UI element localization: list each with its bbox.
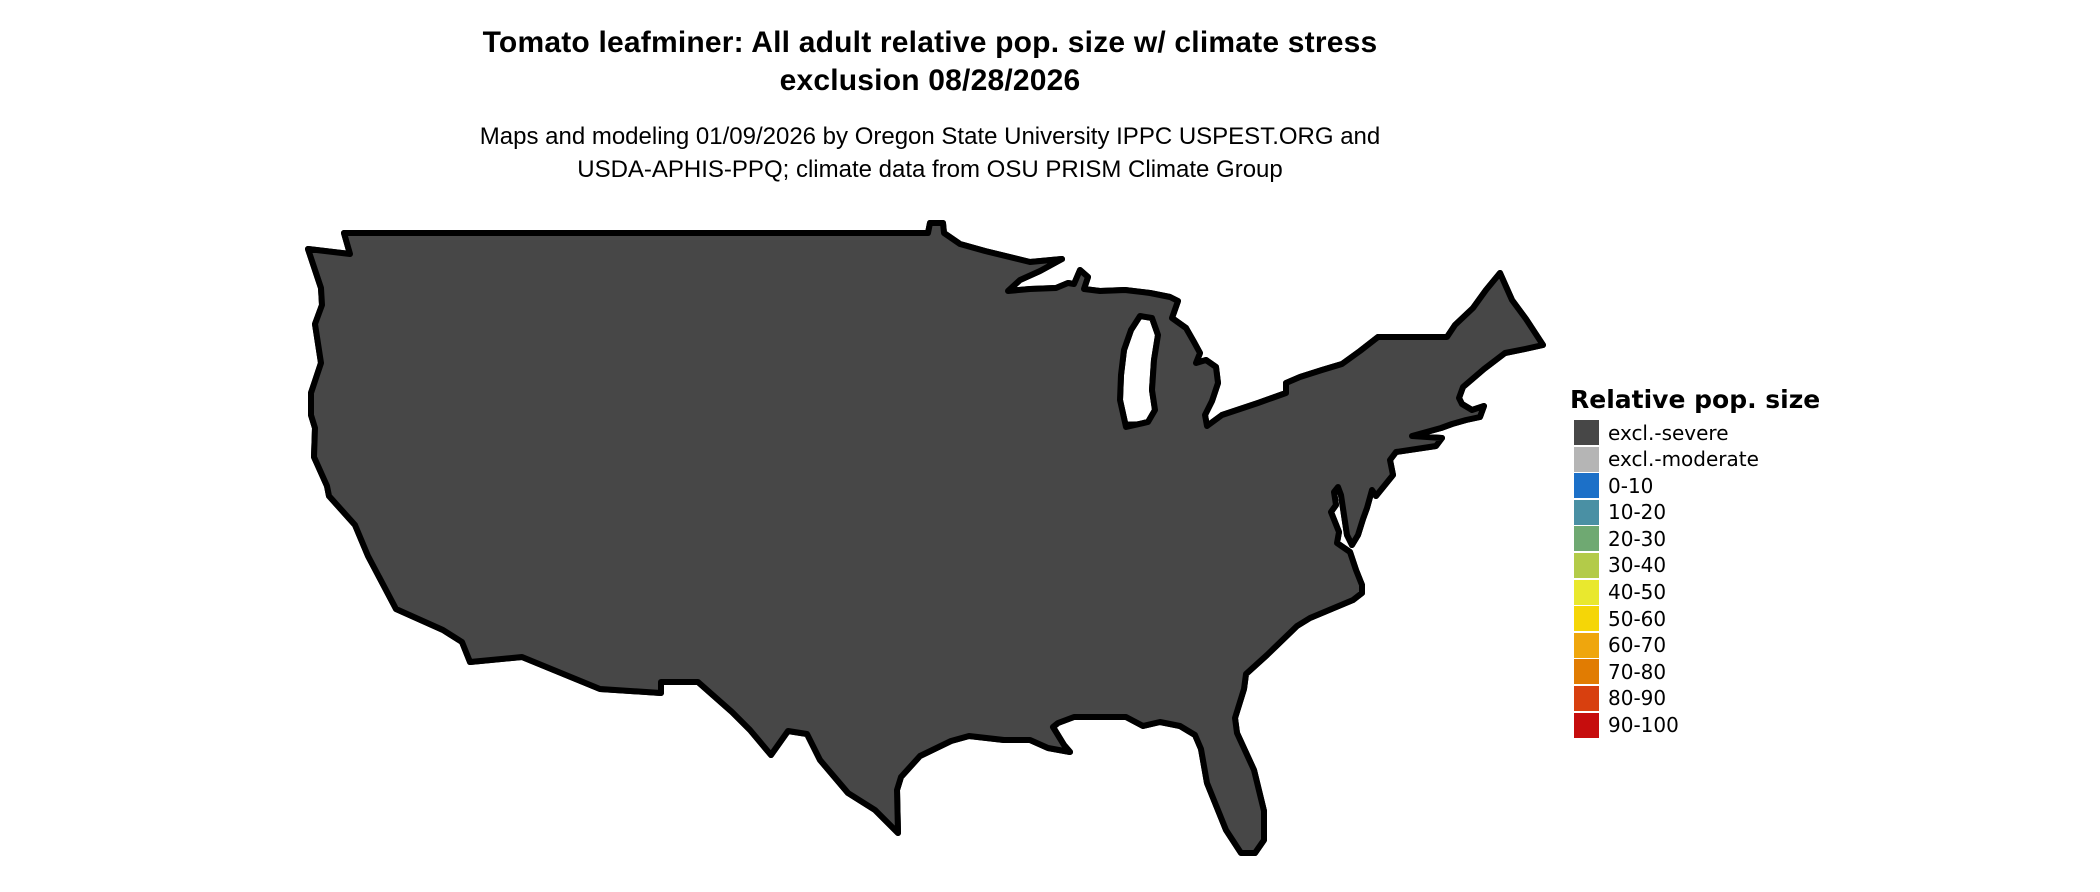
legend-swatch <box>1574 632 1599 658</box>
us-outline <box>308 223 1543 853</box>
legend-item: excl.-moderate <box>1570 446 1870 472</box>
legend-label: 10-20 <box>1608 500 1667 525</box>
map-title-line2: exclusion 08/28/2026 <box>779 64 1081 97</box>
legend-swatch <box>1574 552 1599 578</box>
legend-item: 90-100 <box>1570 712 1870 738</box>
legend-item: 10-20 <box>1570 499 1870 525</box>
legend-item: 0-10 <box>1570 473 1870 499</box>
legend-item: excl.-severe <box>1570 420 1870 445</box>
legend-swatch <box>1574 526 1599 552</box>
legend-label: 20-30 <box>1608 526 1667 551</box>
map-attribution: Maps and modeling 01/09/2026 by Oregon S… <box>0 120 1860 186</box>
legend-label: 50-60 <box>1608 606 1667 631</box>
legend-label: 0-10 <box>1608 473 1654 498</box>
legend-item: 80-90 <box>1570 685 1870 711</box>
legend-swatch <box>1574 420 1599 445</box>
legend-swatch <box>1574 685 1599 711</box>
legend-label: 80-90 <box>1608 686 1667 711</box>
legend: Relative pop. size excl.-severe excl.-mo… <box>1570 386 1870 739</box>
legend-label: 70-80 <box>1608 659 1667 684</box>
legend-label: 90-100 <box>1608 713 1679 738</box>
map-attribution-line2: USDA-APHIS-PPQ; climate data from OSU PR… <box>577 156 1283 183</box>
map-title: Tomato leafminer: All adult relative pop… <box>0 24 1860 100</box>
legend-swatch <box>1574 473 1599 499</box>
legend-title: Relative pop. size <box>1570 385 1821 414</box>
legend-item: 70-80 <box>1570 659 1870 685</box>
legend-item: 50-60 <box>1570 606 1870 632</box>
legend-label: 30-40 <box>1608 553 1667 578</box>
legend-swatch <box>1574 712 1599 738</box>
legend-label: excl.-moderate <box>1608 447 1759 472</box>
legend-swatch <box>1574 606 1599 632</box>
map-title-line1: Tomato leafminer: All adult relative pop… <box>482 26 1378 59</box>
legend-label: 60-70 <box>1608 633 1667 658</box>
legend-swatch <box>1574 446 1599 472</box>
legend-item: 30-40 <box>1570 552 1870 578</box>
map-attribution-line1: Maps and modeling 01/09/2026 by Oregon S… <box>479 123 1381 150</box>
legend-item: 60-70 <box>1570 632 1870 658</box>
legend-label: 40-50 <box>1608 580 1667 605</box>
legend-swatch <box>1574 659 1599 685</box>
legend-swatch <box>1574 499 1599 525</box>
legend-label: excl.-severe <box>1608 420 1729 445</box>
legend-item: 40-50 <box>1570 579 1870 605</box>
legend-swatch <box>1574 579 1599 605</box>
legend-item: 20-30 <box>1570 526 1870 552</box>
